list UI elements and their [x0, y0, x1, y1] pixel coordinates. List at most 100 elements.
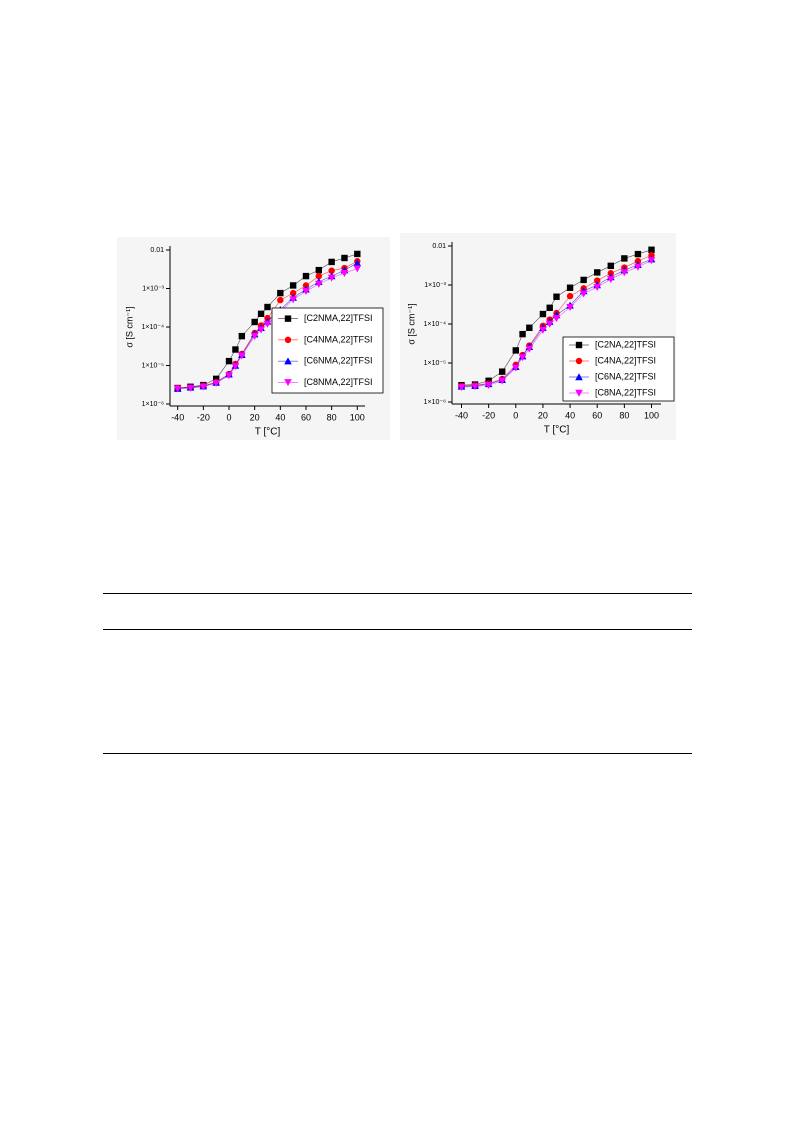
legend-box [271, 307, 384, 394]
marker [238, 352, 246, 360]
legend-label: [C4NA,22]TFSI [595, 355, 656, 365]
marker [552, 315, 561, 323]
marker [648, 252, 655, 259]
marker [173, 385, 182, 393]
marker [634, 250, 642, 258]
marker [231, 363, 240, 371]
marker [471, 383, 479, 391]
marker [186, 384, 195, 392]
marker [315, 266, 323, 274]
marker [251, 318, 258, 326]
y-tick-label: 1×10⁻³ [142, 285, 164, 292]
marker [315, 272, 323, 280]
marker [566, 292, 574, 300]
marker [518, 354, 527, 362]
marker [575, 389, 583, 397]
marker [545, 320, 554, 328]
marker [566, 284, 574, 291]
y-tick-label: 1×10⁻⁴ [424, 321, 446, 328]
y-axis-label: σ [S cm⁻¹] [406, 303, 416, 344]
marker [302, 282, 310, 289]
marker [511, 364, 520, 372]
marker [647, 257, 656, 265]
marker [353, 259, 362, 267]
marker [593, 283, 602, 291]
y-tick-label: 0.01 [432, 243, 446, 250]
legend-label: [C6NA,22]TFSI [595, 371, 656, 381]
marker [620, 269, 629, 277]
y-tick-label: 1×10⁻⁵ [424, 360, 446, 367]
marker [225, 372, 233, 380]
x-tick-label: 0 [227, 412, 232, 422]
marker [484, 381, 493, 389]
legend-label: [C8NA,22]TFSI [595, 387, 656, 397]
marker [606, 276, 615, 284]
x-tick-label: -20 [482, 410, 495, 420]
x-tick-label: 20 [250, 412, 260, 422]
marker [353, 265, 362, 273]
marker [648, 246, 655, 253]
marker [341, 254, 348, 262]
marker [580, 276, 587, 284]
marker [263, 320, 272, 328]
marker [354, 250, 361, 258]
marker [575, 373, 583, 381]
x-tick-label: -40 [455, 410, 468, 420]
marker [539, 326, 547, 334]
x-tick-label: 40 [275, 412, 285, 422]
x-tick-label: -20 [197, 412, 210, 422]
marker [579, 290, 588, 298]
marker [512, 347, 519, 354]
marker [284, 357, 292, 365]
marker [499, 368, 506, 375]
marker [199, 383, 208, 391]
y-axis-label: σ [S cm⁻¹] [124, 306, 134, 347]
marker [225, 357, 233, 365]
marker [525, 345, 534, 353]
y-tick-label: 1×10⁻⁴ [142, 324, 164, 331]
marker [212, 379, 220, 387]
x-tick-label: -40 [171, 412, 184, 422]
marker [327, 274, 336, 282]
y-tick-label: 1×10⁻⁵ [142, 362, 164, 369]
x-axis-label: T [°C] [255, 427, 281, 438]
marker [284, 315, 292, 322]
x-tick-label: 100 [644, 410, 659, 420]
x-tick-label: 20 [538, 410, 548, 420]
marker [277, 296, 284, 304]
x-tick-label: 100 [350, 412, 365, 422]
marker [284, 336, 292, 344]
legend-label: [C6NMA,22]TFSI [304, 356, 373, 366]
legend-label: [C4NMA,22]TFSI [304, 334, 373, 344]
marker [257, 326, 265, 334]
x-tick-label: 60 [301, 412, 311, 422]
legend-label: [C8NMA,22]TFSI [304, 377, 373, 387]
marker [526, 324, 533, 331]
marker [289, 296, 297, 304]
marker [264, 303, 271, 311]
marker [284, 379, 292, 387]
marker [575, 341, 583, 349]
y-tick-label: 1×10⁻³ [424, 282, 446, 289]
y-tick-label: 0.01 [150, 247, 164, 254]
marker [328, 267, 335, 274]
marker [340, 269, 349, 277]
marker [315, 280, 323, 288]
x-tick-label: 60 [592, 410, 602, 420]
marker [634, 263, 642, 271]
marker [250, 332, 259, 340]
marker [302, 288, 310, 296]
marker [328, 258, 335, 266]
x-tick-label: 0 [513, 410, 518, 420]
marker [232, 346, 239, 353]
legend-label: [C2NMA,22]TFSI [304, 313, 373, 323]
x-tick-label: 40 [565, 410, 575, 420]
marker [539, 310, 547, 318]
marker [546, 304, 553, 312]
x-tick-label: 80 [619, 410, 629, 420]
legend-label: [C2NA,22]TFSI [595, 339, 656, 349]
marker [238, 332, 246, 340]
marker [257, 310, 265, 318]
